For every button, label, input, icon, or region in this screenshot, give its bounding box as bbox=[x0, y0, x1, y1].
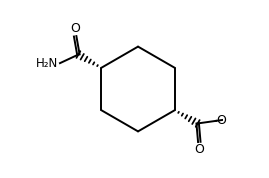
Text: O: O bbox=[70, 22, 80, 35]
Text: H₂N: H₂N bbox=[36, 57, 59, 70]
Text: O: O bbox=[217, 114, 226, 127]
Text: O: O bbox=[194, 143, 204, 156]
